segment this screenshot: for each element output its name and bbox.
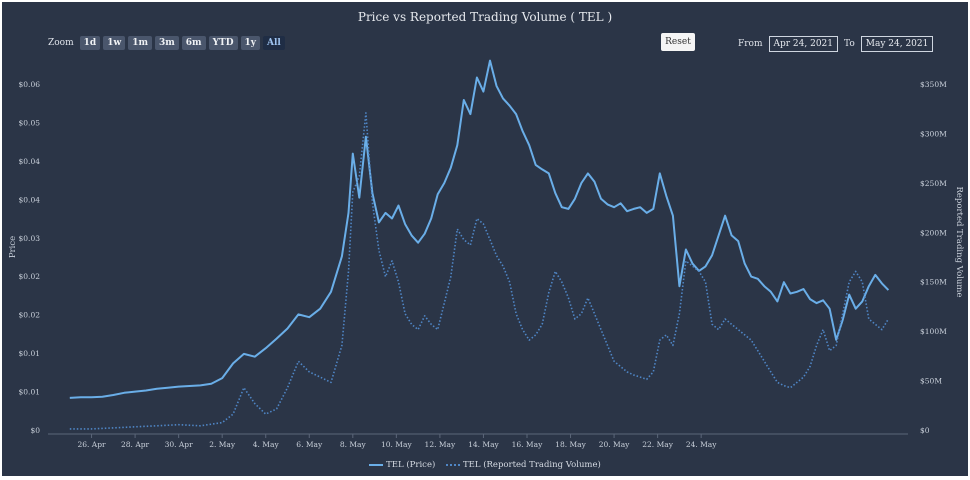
- legend: TEL (Price) TEL (Reported Trading Volume…: [2, 460, 968, 471]
- y-right-tick-label: $0: [920, 426, 930, 435]
- y-left-tick-label: $0.06: [19, 80, 41, 89]
- y-left-tick-label: $0.02: [19, 311, 41, 320]
- y-left-axis-title: Price: [8, 236, 18, 258]
- y-right-tick-label: $200M: [920, 228, 947, 237]
- from-date-input[interactable]: Apr 24, 2021: [768, 36, 839, 52]
- y-left-tick-label: $0.05: [19, 118, 41, 127]
- x-tick-label: 30. Apr: [165, 440, 194, 449]
- x-tick-label: 2. May: [209, 440, 236, 449]
- y-right-tick-label: $150M: [920, 278, 947, 287]
- legend-line-dotted-icon: [446, 464, 460, 466]
- x-tick-label: 22. May: [642, 440, 673, 449]
- chart-title: Price vs Reported Trading Volume ( TEL ): [357, 10, 613, 24]
- to-label: To: [844, 39, 855, 49]
- x-tick-label: 20. May: [599, 440, 630, 449]
- legend-price-label: TEL (Price): [386, 460, 436, 470]
- y-right-axis-title: Reported Trading Volume: [954, 187, 964, 298]
- x-tick-label: 10. May: [381, 440, 412, 449]
- price-series-line: [69, 59, 890, 399]
- date-range: From Apr 24, 2021 To May 24, 2021: [738, 36, 934, 52]
- x-tick-label: 24. May: [686, 440, 717, 449]
- zoom-button-6m[interactable]: 6m: [181, 36, 206, 50]
- y-left-tick-label: $0.03: [19, 234, 41, 243]
- zoom-button-3m[interactable]: 3m: [155, 36, 179, 50]
- legend-line-solid-icon: [369, 464, 384, 466]
- x-tick-label: 18. May: [555, 440, 586, 449]
- zoom-button-1y[interactable]: 1y: [240, 36, 261, 50]
- y-left-tick-label: $0.04: [19, 195, 41, 204]
- from-label: From: [738, 39, 763, 49]
- y-left-tick-label: $0.01: [19, 349, 40, 358]
- legend-item-price[interactable]: TEL (Price): [369, 460, 435, 471]
- zoom-button-1m[interactable]: 1m: [128, 36, 152, 50]
- y-right-tick-label: $50M: [920, 377, 942, 386]
- y-left-tick-label: $0: [30, 426, 40, 435]
- zoom-controls: Zoom 1d 1w 1m 3m 6m YTD 1y All: [48, 36, 285, 50]
- x-tick-label: 26. Apr: [77, 440, 106, 449]
- zoom-button-all[interactable]: All: [263, 36, 285, 50]
- y-right-tick-label: $350M: [920, 80, 947, 89]
- y-right-tick-label: $250M: [920, 179, 947, 188]
- zoom-button-ytd[interactable]: YTD: [208, 36, 238, 50]
- x-tick-label: 8. May: [340, 440, 367, 449]
- y-left-tick-label: $0.04: [19, 157, 41, 166]
- zoom-label: Zoom: [48, 38, 74, 48]
- zoom-button-1w[interactable]: 1w: [103, 36, 126, 50]
- to-date-input[interactable]: May 24, 2021: [860, 36, 934, 52]
- x-tick-label: 12. May: [425, 440, 456, 449]
- x-tick-label: 16. May: [512, 440, 543, 449]
- legend-item-volume[interactable]: TEL (Reported Trading Volume): [446, 460, 601, 471]
- y-left-tick-label: $0.01: [19, 388, 40, 397]
- y-left-tick-label: $0.02: [19, 272, 41, 281]
- x-tick-label: 6. May: [296, 440, 323, 449]
- reset-button[interactable]: Reset: [661, 33, 695, 51]
- legend-volume-label: TEL (Reported Trading Volume): [463, 460, 601, 470]
- y-right-tick-label: $100M: [920, 327, 947, 336]
- zoom-button-1d[interactable]: 1d: [79, 36, 101, 50]
- x-tick-label: 14. May: [468, 440, 499, 449]
- x-tick-label: 4. May: [253, 440, 280, 449]
- x-tick-label: 28. Apr: [121, 440, 150, 449]
- y-right-tick-label: $300M: [920, 129, 947, 138]
- volume-series-line: [69, 112, 890, 430]
